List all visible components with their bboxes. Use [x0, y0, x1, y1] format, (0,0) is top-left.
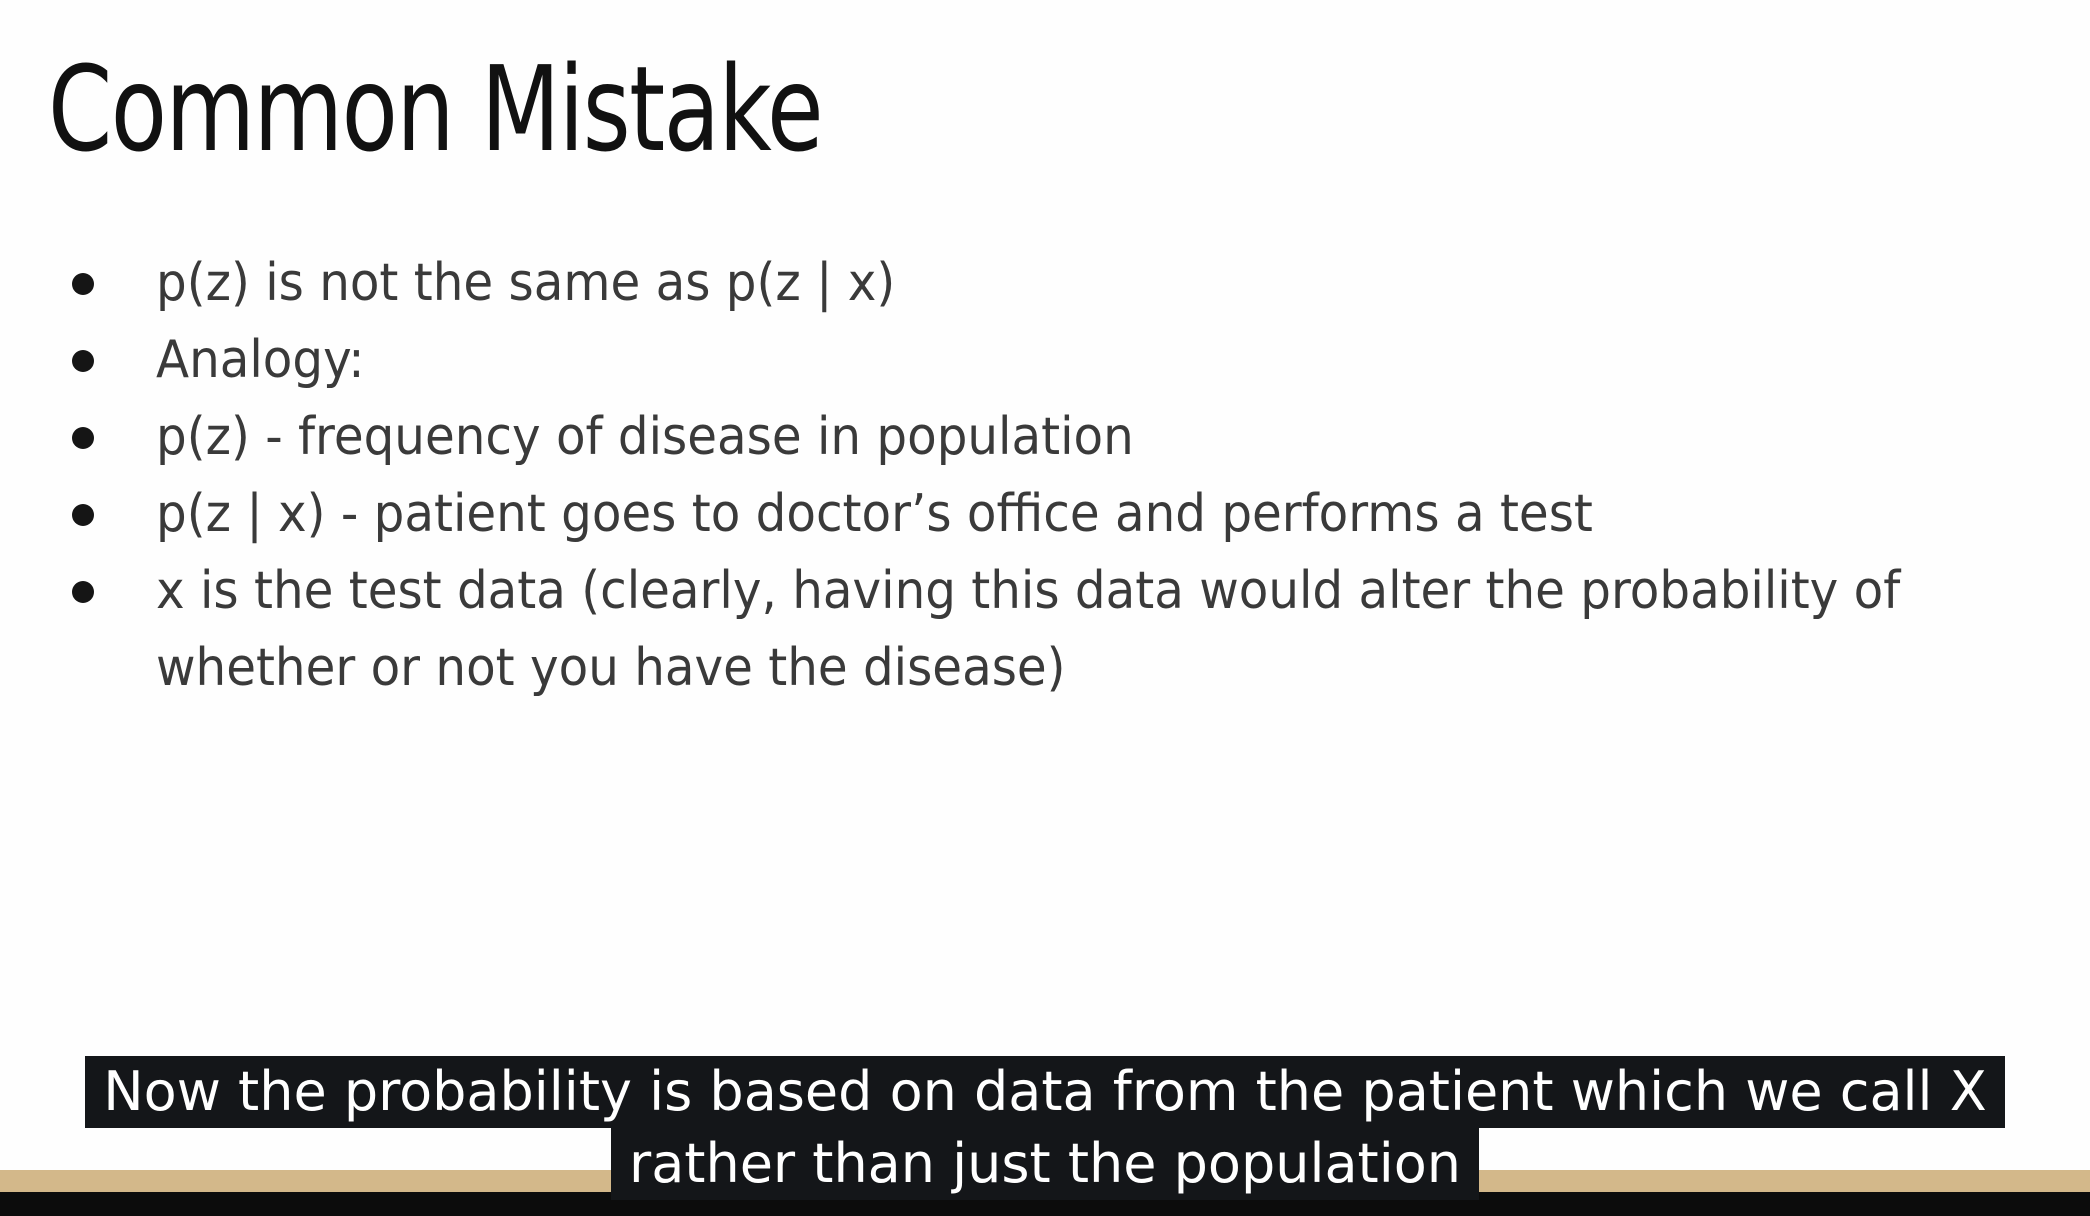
bullet-dot-icon — [72, 504, 94, 526]
subtitle-line: Now the probability is based on data fro… — [85, 1056, 2005, 1128]
subtitle-caption: Now the probability is based on data fro… — [0, 1056, 2090, 1200]
subtitle-line: rather than just the population — [611, 1128, 1479, 1200]
bullet-text: x is the test data (clearly, having this… — [156, 561, 1901, 698]
list-item: x is the test data (clearly, having this… — [0, 553, 2090, 707]
bullet-dot-icon — [72, 581, 94, 603]
slide-title: Common Mistake — [48, 40, 824, 178]
list-item: p(z) is not the same as p(z | x) — [0, 245, 2090, 322]
bullet-text: p(z | x) - patient goes to doctor’s offi… — [156, 484, 1593, 544]
bullet-dot-icon — [72, 350, 94, 372]
list-item: Analogy: — [0, 322, 2090, 399]
bullet-dot-icon — [72, 427, 94, 449]
bullet-dot-icon — [72, 273, 94, 295]
bullet-list: p(z) is not the same as p(z | x) Analogy… — [0, 245, 2090, 707]
bullet-text: Analogy: — [156, 330, 365, 390]
bullet-text: p(z) - frequency of disease in populatio… — [156, 407, 1134, 467]
list-item: p(z | x) - patient goes to doctor’s offi… — [0, 476, 2090, 553]
list-item: p(z) - frequency of disease in populatio… — [0, 399, 2090, 476]
bullet-text: p(z) is not the same as p(z | x) — [156, 253, 896, 313]
